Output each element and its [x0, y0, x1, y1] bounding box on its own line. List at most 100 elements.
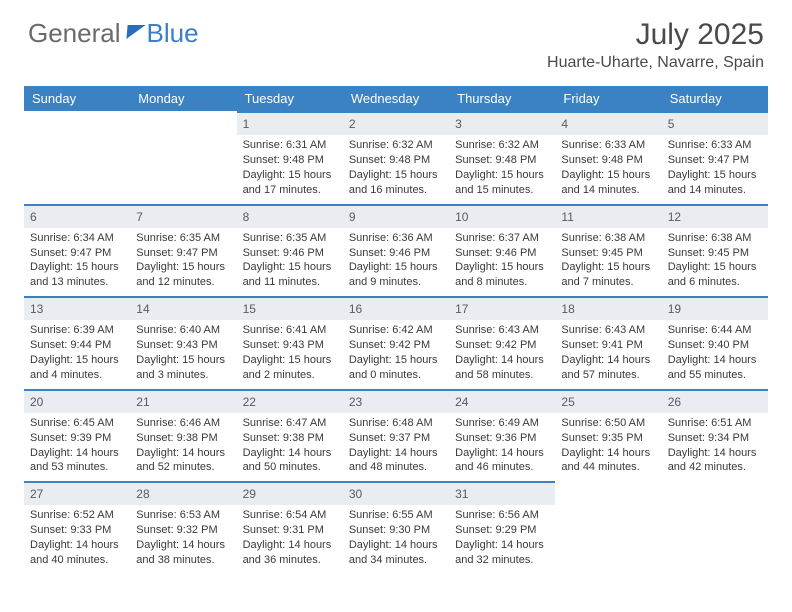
day-content: Sunrise: 6:44 AMSunset: 9:40 PMDaylight:… — [662, 320, 768, 388]
weekday-header: Monday — [130, 86, 236, 111]
day-content: Sunrise: 6:52 AMSunset: 9:33 PMDaylight:… — [24, 505, 130, 573]
day-content: Sunrise: 6:32 AMSunset: 9:48 PMDaylight:… — [449, 135, 555, 203]
weekday-header: Tuesday — [237, 86, 343, 111]
calendar-head: SundayMondayTuesdayWednesdayThursdayFrid… — [24, 86, 768, 111]
day-content: Sunrise: 6:38 AMSunset: 9:45 PMDaylight:… — [662, 228, 768, 296]
day-content: Sunrise: 6:35 AMSunset: 9:46 PMDaylight:… — [237, 228, 343, 296]
calendar-day-cell: 22Sunrise: 6:47 AMSunset: 9:38 PMDayligh… — [237, 389, 343, 482]
day-number: 23 — [343, 389, 449, 413]
calendar-day-cell: . — [24, 111, 130, 204]
calendar-day-cell: 26Sunrise: 6:51 AMSunset: 9:34 PMDayligh… — [662, 389, 768, 482]
day-content: Sunrise: 6:47 AMSunset: 9:38 PMDaylight:… — [237, 413, 343, 481]
day-content: Sunrise: 6:37 AMSunset: 9:46 PMDaylight:… — [449, 228, 555, 296]
weekday-header: Sunday — [24, 86, 130, 111]
calendar-day-cell: 10Sunrise: 6:37 AMSunset: 9:46 PMDayligh… — [449, 204, 555, 297]
day-number: 2 — [343, 111, 449, 135]
calendar-week-row: 13Sunrise: 6:39 AMSunset: 9:44 PMDayligh… — [24, 296, 768, 389]
title-block: July 2025 Huarte-Uharte, Navarre, Spain — [547, 18, 764, 72]
day-content: Sunrise: 6:34 AMSunset: 9:47 PMDaylight:… — [24, 228, 130, 296]
day-number: 12 — [662, 204, 768, 228]
day-content: Sunrise: 6:50 AMSunset: 9:35 PMDaylight:… — [555, 413, 661, 481]
calendar-day-cell: 25Sunrise: 6:50 AMSunset: 9:35 PMDayligh… — [555, 389, 661, 482]
day-content: Sunrise: 6:43 AMSunset: 9:42 PMDaylight:… — [449, 320, 555, 388]
location-subtitle: Huarte-Uharte, Navarre, Spain — [547, 54, 764, 72]
page-header: General Blue July 2025 Huarte-Uharte, Na… — [0, 0, 792, 80]
day-number: 26 — [662, 389, 768, 413]
logo-text-blue: Blue — [147, 18, 199, 49]
calendar-day-cell: 5Sunrise: 6:33 AMSunset: 9:47 PMDaylight… — [662, 111, 768, 204]
day-content: Sunrise: 6:46 AMSunset: 9:38 PMDaylight:… — [130, 413, 236, 481]
day-content: Sunrise: 6:39 AMSunset: 9:44 PMDaylight:… — [24, 320, 130, 388]
day-number: 13 — [24, 296, 130, 320]
day-number: 8 — [237, 204, 343, 228]
month-title: July 2025 — [547, 18, 764, 52]
calendar-day-cell: 9Sunrise: 6:36 AMSunset: 9:46 PMDaylight… — [343, 204, 449, 297]
day-number: 9 — [343, 204, 449, 228]
day-number: 29 — [237, 481, 343, 505]
calendar-day-cell: 28Sunrise: 6:53 AMSunset: 9:32 PMDayligh… — [130, 481, 236, 574]
day-content: Sunrise: 6:32 AMSunset: 9:48 PMDaylight:… — [343, 135, 449, 203]
day-content: Sunrise: 6:43 AMSunset: 9:41 PMDaylight:… — [555, 320, 661, 388]
logo-text-general: General — [28, 18, 121, 49]
day-number: 22 — [237, 389, 343, 413]
day-content: Sunrise: 6:41 AMSunset: 9:43 PMDaylight:… — [237, 320, 343, 388]
calendar-week-row: ..1Sunrise: 6:31 AMSunset: 9:48 PMDaylig… — [24, 111, 768, 204]
day-number: 24 — [449, 389, 555, 413]
day-content: Sunrise: 6:53 AMSunset: 9:32 PMDaylight:… — [130, 505, 236, 573]
day-content: Sunrise: 6:51 AMSunset: 9:34 PMDaylight:… — [662, 413, 768, 481]
day-number: 7 — [130, 204, 236, 228]
day-number: 19 — [662, 296, 768, 320]
calendar-day-cell: . — [555, 481, 661, 574]
day-content: Sunrise: 6:38 AMSunset: 9:45 PMDaylight:… — [555, 228, 661, 296]
day-number: 17 — [449, 296, 555, 320]
calendar-week-row: 20Sunrise: 6:45 AMSunset: 9:39 PMDayligh… — [24, 389, 768, 482]
day-number: 20 — [24, 389, 130, 413]
day-number: 31 — [449, 481, 555, 505]
calendar-day-cell: 23Sunrise: 6:48 AMSunset: 9:37 PMDayligh… — [343, 389, 449, 482]
calendar-day-cell: 29Sunrise: 6:54 AMSunset: 9:31 PMDayligh… — [237, 481, 343, 574]
day-number: 1 — [237, 111, 343, 135]
calendar-day-cell: 19Sunrise: 6:44 AMSunset: 9:40 PMDayligh… — [662, 296, 768, 389]
logo-triangle-icon — [126, 25, 145, 39]
calendar-day-cell: 30Sunrise: 6:55 AMSunset: 9:30 PMDayligh… — [343, 481, 449, 574]
day-content: Sunrise: 6:33 AMSunset: 9:48 PMDaylight:… — [555, 135, 661, 203]
calendar-day-cell: 6Sunrise: 6:34 AMSunset: 9:47 PMDaylight… — [24, 204, 130, 297]
calendar-day-cell: 24Sunrise: 6:49 AMSunset: 9:36 PMDayligh… — [449, 389, 555, 482]
logo: General Blue — [28, 18, 199, 49]
calendar-day-cell: 15Sunrise: 6:41 AMSunset: 9:43 PMDayligh… — [237, 296, 343, 389]
day-number: 21 — [130, 389, 236, 413]
day-number: 10 — [449, 204, 555, 228]
calendar-day-cell: 3Sunrise: 6:32 AMSunset: 9:48 PMDaylight… — [449, 111, 555, 204]
day-number: 6 — [24, 204, 130, 228]
calendar-day-cell: 7Sunrise: 6:35 AMSunset: 9:47 PMDaylight… — [130, 204, 236, 297]
calendar-body: ..1Sunrise: 6:31 AMSunset: 9:48 PMDaylig… — [24, 111, 768, 574]
day-content: Sunrise: 6:54 AMSunset: 9:31 PMDaylight:… — [237, 505, 343, 573]
weekday-header: Saturday — [662, 86, 768, 111]
day-content: Sunrise: 6:36 AMSunset: 9:46 PMDaylight:… — [343, 228, 449, 296]
weekday-header: Thursday — [449, 86, 555, 111]
calendar-day-cell: 12Sunrise: 6:38 AMSunset: 9:45 PMDayligh… — [662, 204, 768, 297]
weekday-header: Friday — [555, 86, 661, 111]
calendar-table: SundayMondayTuesdayWednesdayThursdayFrid… — [24, 86, 768, 574]
day-number: 15 — [237, 296, 343, 320]
weekday-row: SundayMondayTuesdayWednesdayThursdayFrid… — [24, 86, 768, 111]
calendar-day-cell: 18Sunrise: 6:43 AMSunset: 9:41 PMDayligh… — [555, 296, 661, 389]
day-number: 5 — [662, 111, 768, 135]
day-number: 14 — [130, 296, 236, 320]
day-number: 11 — [555, 204, 661, 228]
calendar-day-cell: 17Sunrise: 6:43 AMSunset: 9:42 PMDayligh… — [449, 296, 555, 389]
calendar-day-cell: 16Sunrise: 6:42 AMSunset: 9:42 PMDayligh… — [343, 296, 449, 389]
day-content: Sunrise: 6:31 AMSunset: 9:48 PMDaylight:… — [237, 135, 343, 203]
calendar-day-cell: 31Sunrise: 6:56 AMSunset: 9:29 PMDayligh… — [449, 481, 555, 574]
day-content: Sunrise: 6:45 AMSunset: 9:39 PMDaylight:… — [24, 413, 130, 481]
day-content: Sunrise: 6:40 AMSunset: 9:43 PMDaylight:… — [130, 320, 236, 388]
calendar-day-cell: . — [130, 111, 236, 204]
calendar-day-cell: 11Sunrise: 6:38 AMSunset: 9:45 PMDayligh… — [555, 204, 661, 297]
day-number: 27 — [24, 481, 130, 505]
calendar-day-cell: 14Sunrise: 6:40 AMSunset: 9:43 PMDayligh… — [130, 296, 236, 389]
calendar-day-cell: 8Sunrise: 6:35 AMSunset: 9:46 PMDaylight… — [237, 204, 343, 297]
day-content: Sunrise: 6:55 AMSunset: 9:30 PMDaylight:… — [343, 505, 449, 573]
day-content: Sunrise: 6:56 AMSunset: 9:29 PMDaylight:… — [449, 505, 555, 573]
day-content: Sunrise: 6:49 AMSunset: 9:36 PMDaylight:… — [449, 413, 555, 481]
day-content: Sunrise: 6:42 AMSunset: 9:42 PMDaylight:… — [343, 320, 449, 388]
